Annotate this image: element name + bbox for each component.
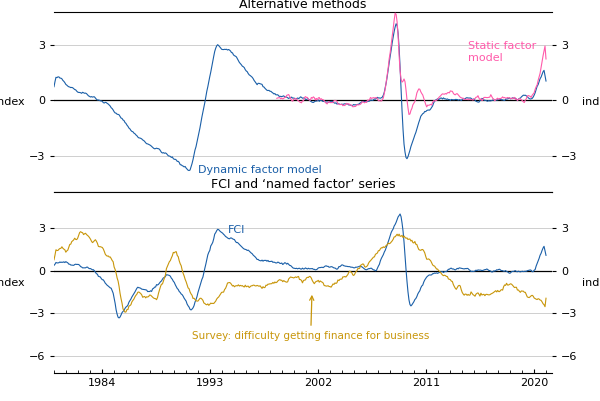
Text: index: index: [581, 97, 600, 107]
Text: Dynamic factor model: Dynamic factor model: [198, 165, 322, 175]
Text: index: index: [0, 278, 25, 288]
Text: index: index: [581, 278, 600, 288]
Title: FCI and ‘named factor’ series: FCI and ‘named factor’ series: [211, 178, 395, 191]
Text: Static factor
model: Static factor model: [468, 41, 536, 63]
Text: index: index: [0, 97, 25, 107]
Text: Survey: difficulty getting finance for business: Survey: difficulty getting finance for b…: [192, 296, 430, 341]
Text: FCI: FCI: [228, 225, 245, 235]
Title: Alternative methods: Alternative methods: [239, 0, 367, 11]
